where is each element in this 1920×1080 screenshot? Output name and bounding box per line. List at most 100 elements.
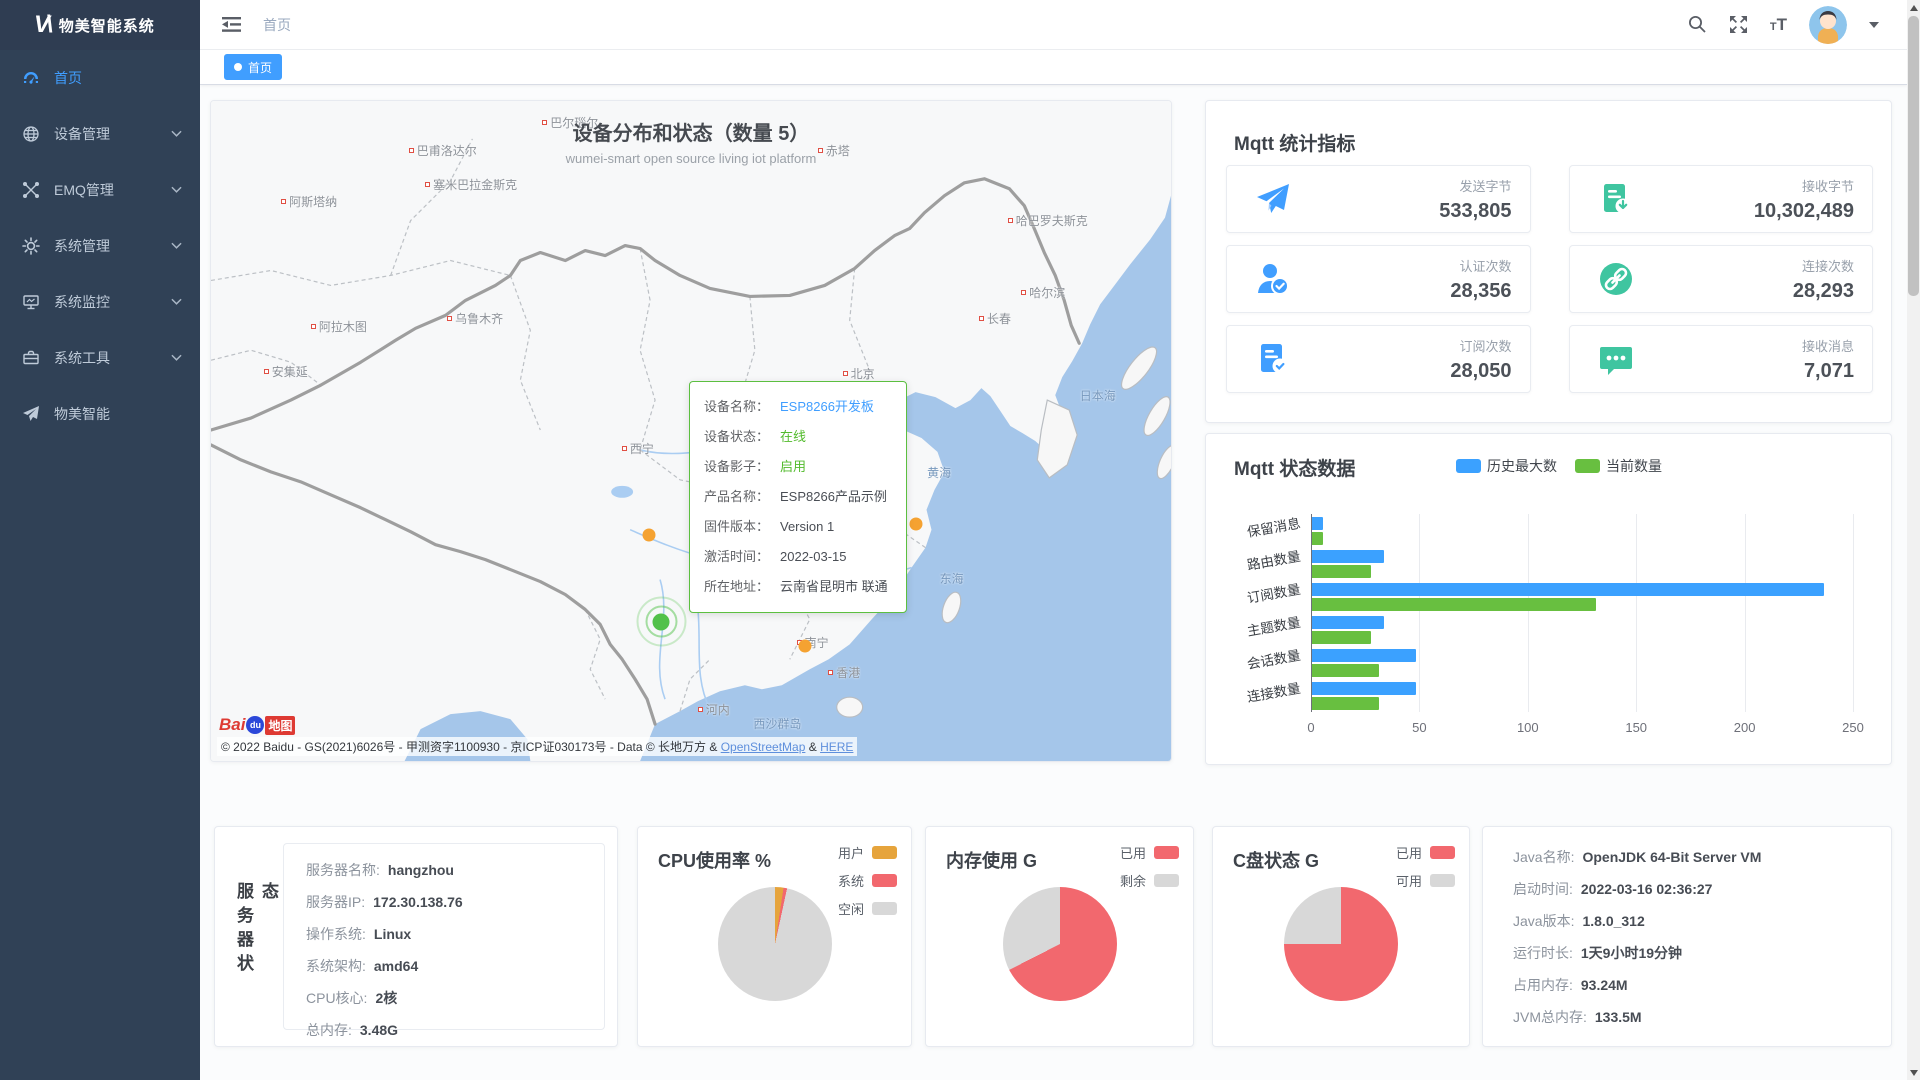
city-marker-icon (310, 324, 316, 330)
cpu-usage-card: CPU使用率 % 用户 系统 空闲 (637, 826, 912, 1047)
search-icon[interactable] (1688, 15, 1707, 34)
disk-title: C盘状态 G (1233, 851, 1320, 871)
device-map-card: 设备分布和状态（数量 5） wumei-smart open source li… (210, 100, 1172, 762)
disk-pie-chart (1284, 887, 1398, 1001)
sidebar-item-home[interactable]: 首页 (0, 50, 200, 106)
baidu-logo[interactable]: Bai du 地图 (219, 715, 296, 735)
bar-current (1312, 664, 1380, 677)
city-marker-icon (425, 181, 431, 187)
mqtt-status-title: Mqtt 状态数据 (1234, 459, 1356, 480)
memory-pie-chart (1002, 887, 1117, 1001)
device-marker-active[interactable] (636, 596, 687, 647)
bar-chart: 保留消息 路由数量 订阅数量 主题数量 会话数量 连接数量 0 50 100 150 200 250 (1216, 508, 1864, 746)
tab-home[interactable]: 首页 (224, 54, 283, 80)
map-label: 哈尔滨 (1021, 284, 1065, 301)
toolbox-icon (22, 349, 40, 367)
legend-item[interactable]: 当前数量 (1575, 456, 1662, 476)
legend-item[interactable]: 用户 (838, 843, 897, 862)
info-row: Java名称: OpenJDK 64-Bit Server VM (1513, 849, 1762, 865)
scroll-down-icon[interactable] (1907, 1065, 1920, 1080)
memory-title: 内存使用 G (946, 851, 1038, 871)
popup-row: 固件版本： Version 1 (704, 512, 892, 542)
stat-grid: 发送字节 533,805 接收字节 10,302,489 认证次数 28,356… (1226, 165, 1873, 393)
city-marker-icon (1007, 217, 1013, 223)
legend-item[interactable]: 历史最大数 (1456, 456, 1557, 476)
city-marker-icon (697, 706, 703, 712)
map-label: 塞米巴拉金斯克 (425, 176, 517, 193)
sidebar-item-emq[interactable]: EMQ管理 (0, 162, 200, 218)
popup-value: 在线 (780, 429, 807, 444)
stat-card-sent-bytes: 发送字节 533,805 (1226, 165, 1531, 233)
legend-item[interactable]: 系统 (838, 871, 897, 890)
legend-item[interactable]: 已用 (1120, 843, 1179, 862)
sidebar-item-wumei[interactable]: 物美智能 (0, 386, 200, 442)
info-row: 总内存: 3.48G (306, 1022, 399, 1038)
x-tick: 200 (1733, 720, 1756, 735)
popup-value[interactable]: ESP8266开发板 (780, 399, 874, 414)
bar-current (1312, 598, 1596, 611)
sidebar-item-system[interactable]: 系统管理 (0, 218, 200, 274)
hamburger-icon[interactable] (222, 16, 241, 33)
stat-card-recv-msg: 接收消息 7,071 (1568, 325, 1873, 393)
link-icon (1598, 261, 1634, 297)
legend-item[interactable]: 可用 (1396, 871, 1455, 890)
doc-check-icon (1255, 341, 1291, 377)
bar-current (1312, 565, 1371, 578)
user-check-icon (1255, 261, 1291, 297)
chart-legend: 历史最大数 当前数量 (1456, 456, 1662, 476)
device-marker[interactable] (798, 639, 812, 653)
font-size-icon[interactable]: TT (1769, 14, 1787, 34)
cpu-pie-chart (717, 887, 832, 1001)
gear-icon (22, 237, 40, 255)
map-label: 巴甫洛达尔 (408, 142, 477, 159)
stat-card-connect-count: 连接次数 28,293 (1568, 245, 1873, 313)
send-icon (22, 405, 40, 423)
x-tick: 50 (1412, 720, 1427, 735)
map-attribution: © 2022 Baidu - GS(2021)6026号 - 甲测资字11009… (217, 737, 858, 756)
openstreetmap-link[interactable]: OpenStreetMap (720, 740, 806, 754)
bar-current (1312, 697, 1380, 710)
here-link[interactable]: HERE (820, 740, 854, 754)
map-label: 阿斯塔纳 (281, 193, 337, 210)
fullscreen-icon[interactable] (1729, 15, 1748, 34)
info-row: Java版本: 1.8.0_312 (1513, 913, 1645, 929)
scrollbar (1907, 0, 1920, 1080)
x-tick: 250 (1842, 720, 1864, 735)
map-label: 西宁 (621, 440, 654, 457)
memory-legend: 已用 剩余 (1120, 843, 1179, 890)
map-label: 日本海 (1079, 388, 1116, 403)
map-label: 赤塔 (817, 142, 850, 159)
chevron-down-icon (171, 238, 182, 254)
map-label: 阿拉木图 (310, 318, 367, 335)
bar-history-max (1312, 583, 1824, 596)
city-marker-icon (263, 369, 269, 375)
map-label: 巴尔瑙尔 (542, 114, 598, 131)
device-marker[interactable] (642, 528, 656, 542)
scroll-up-icon[interactable] (1907, 0, 1920, 15)
breadcrumb[interactable]: 首页 (263, 16, 291, 33)
sea-region (640, 195, 1171, 761)
device-marker[interactable] (909, 517, 923, 531)
avatar[interactable] (1809, 5, 1847, 44)
popup-value: Version 1 (780, 519, 835, 534)
legend-item[interactable]: 空闲 (838, 899, 897, 918)
bar-history-max (1312, 616, 1384, 629)
network-icon (22, 181, 40, 199)
city-marker-icon (281, 199, 287, 205)
scrollbar-thumb[interactable] (1908, 16, 1919, 296)
popup-row: 所在地址： 云南省昆明市 联通 (704, 572, 892, 602)
sidebar-menu: 首页 设备管理 EMQ管理 系统管理 系统监控 系统工具 物美智能 (0, 50, 200, 442)
sidebar-item-monitor[interactable]: 系统监控 (0, 274, 200, 330)
legend-item[interactable]: 已用 (1396, 843, 1455, 862)
city-marker-icon (408, 147, 414, 153)
city-marker-icon (447, 315, 453, 321)
info-row: 系统架构: amd64 (306, 958, 419, 974)
user-menu-caret-icon[interactable] (1869, 21, 1879, 28)
popup-value: 启用 (780, 459, 807, 474)
bar-history-max (1312, 550, 1384, 563)
legend-item[interactable]: 剩余 (1120, 871, 1179, 890)
sidebar-item-device[interactable]: 设备管理 (0, 106, 200, 162)
mqtt-stats-card: Mqtt 统计指标 发送字节 533,805 接收字节 10,302,489 认… (1205, 100, 1892, 423)
server-info-box: 服务器名称: hangzhou 服务器IP: 172.30.138.76 操作系统: Li… (283, 843, 605, 1038)
sidebar-item-tools[interactable]: 系统工具 (0, 330, 200, 386)
